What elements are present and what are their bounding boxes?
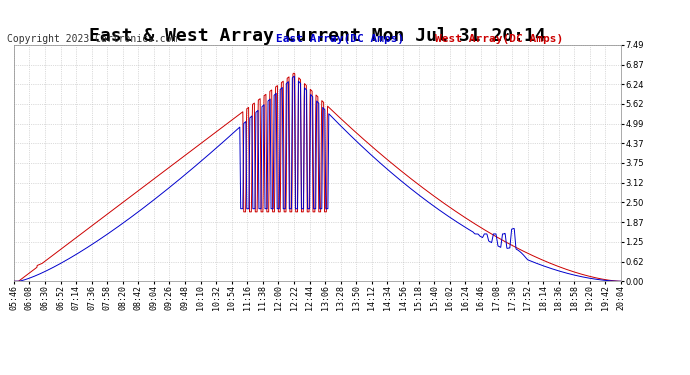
Text: Copyright 2023 Cartronics.com: Copyright 2023 Cartronics.com bbox=[7, 34, 177, 44]
Text: East Array(DC Amps): East Array(DC Amps) bbox=[276, 34, 404, 44]
Title: East & West Array Current Mon Jul 31 20:14: East & West Array Current Mon Jul 31 20:… bbox=[89, 27, 546, 45]
Text: West Array(DC Amps): West Array(DC Amps) bbox=[435, 34, 563, 44]
